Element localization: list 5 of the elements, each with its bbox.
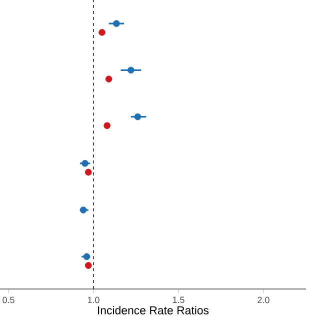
x-tick-label: 2.0 xyxy=(258,296,270,304)
x-tick-label: 0.5 xyxy=(2,296,14,304)
x-axis-title: Incidence Rate Ratios xyxy=(98,306,209,314)
x-tick-label: 1.0 xyxy=(88,296,100,304)
x-tick-label: 1.5 xyxy=(172,296,184,304)
